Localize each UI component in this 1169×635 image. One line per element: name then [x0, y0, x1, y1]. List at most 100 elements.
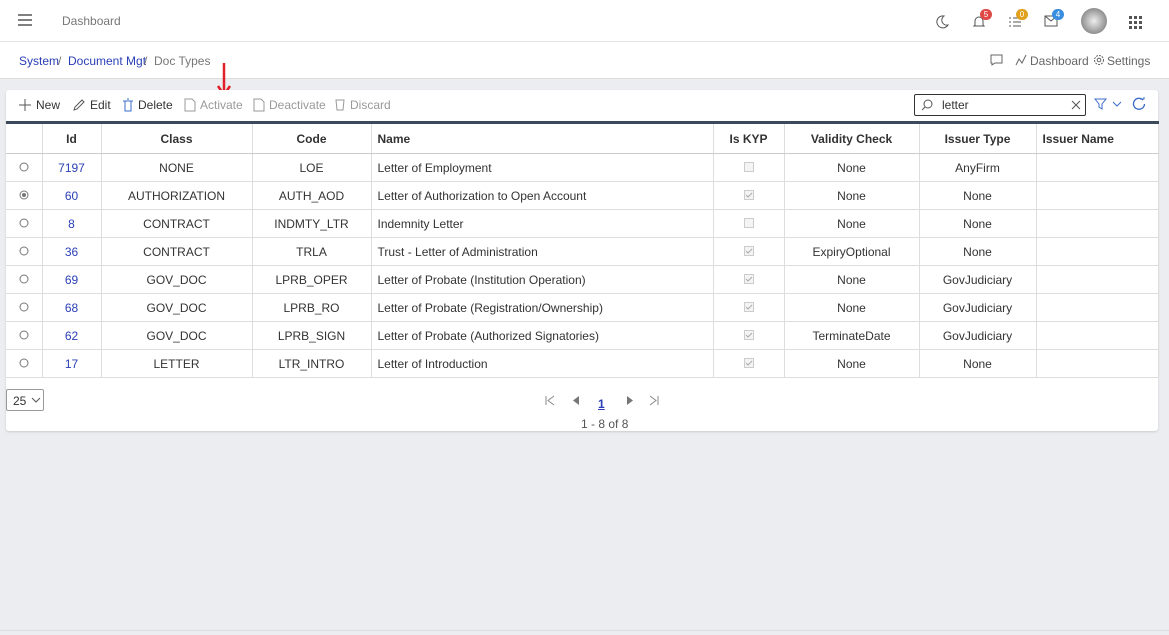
cell: 62 — [42, 321, 102, 350]
column-header: Name — [371, 121, 714, 154]
delete-button[interactable]: Delete — [122, 98, 173, 112]
pager-summary: 1 - 8 of 8 — [581, 417, 629, 431]
breadcrumb-link[interactable]: Document Mgt — [68, 54, 147, 68]
label: New — [36, 98, 61, 112]
row-select[interactable] — [6, 293, 43, 322]
page-size: 25 — [13, 394, 27, 408]
cell: 68 — [42, 293, 102, 322]
gear-icon — [1094, 55, 1104, 65]
label: Delete — [138, 98, 173, 112]
cell: AUTHORIZATION — [101, 181, 253, 210]
cell: Letter of Employment — [371, 153, 714, 182]
table-row: 62 GOV_DOC LPRB_SIGN Letter of Probate (Aut… — [6, 321, 1159, 350]
menu-button[interactable] — [18, 14, 32, 26]
column-header: Is KYP — [713, 121, 785, 154]
breadcrumb-link[interactable]: System — [19, 54, 60, 68]
cell: AUTH_AOD — [252, 181, 372, 210]
deactivate-button[interactable]: Deactivate — [253, 98, 326, 112]
row-select[interactable] — [6, 181, 43, 210]
row-select[interactable] — [6, 209, 43, 238]
cell: LETTER — [101, 349, 253, 378]
cell: Letter of Introduction — [371, 349, 714, 378]
id-link[interactable]: 68 — [64, 300, 79, 315]
cell: LTR_INTRO — [252, 349, 372, 378]
id-link[interactable]: 36 — [64, 244, 79, 259]
pager-controls[interactable] — [544, 395, 662, 407]
filter-button[interactable] — [1094, 98, 1124, 110]
cell: None — [784, 293, 920, 322]
cell — [1036, 265, 1159, 294]
current-page[interactable]: 1 — [598, 397, 605, 411]
page-title: Dashboard — [62, 14, 121, 28]
separator: / — [58, 54, 62, 68]
kyp-checkbox — [713, 349, 785, 378]
search-text: letter — [942, 98, 969, 112]
row-select[interactable] — [6, 265, 43, 294]
cell: TerminateDate — [784, 321, 920, 350]
cell — [1036, 209, 1159, 238]
table-row: 7197 NONE LOE Letter of Employment None AnyFi… — [6, 153, 1159, 182]
kyp-checkbox — [713, 237, 785, 266]
cell: GovJudiciary — [919, 321, 1037, 350]
cell: Letter of Probate (Authorized Signatorie… — [371, 321, 714, 350]
label: Edit — [90, 98, 111, 112]
messages-badge: 4 — [1052, 9, 1064, 20]
dashboard-link[interactable]: Dashboard — [1030, 54, 1089, 68]
tasks-badge: 0 — [1016, 9, 1028, 20]
cell: INDMTY_LTR — [252, 209, 372, 238]
table-row: 60 AUTHORIZATION AUTH_AOD Letter of Authori… — [6, 181, 1159, 210]
cell: CONTRACT — [101, 237, 253, 266]
kyp-checkbox — [713, 209, 785, 238]
id-link[interactable]: 17 — [64, 356, 79, 371]
id-link[interactable]: 69 — [64, 272, 79, 287]
table-row: 69 GOV_DOC LPRB_OPER Letter of Probate (Ins… — [6, 265, 1159, 294]
label: Discard — [350, 98, 391, 112]
settings-link[interactable]: Settings — [1107, 54, 1151, 68]
cell — [1036, 349, 1159, 378]
row-select[interactable] — [6, 237, 43, 266]
table-row: 8 CONTRACT INDMTY_LTR Indemnity Letter None N… — [6, 209, 1159, 238]
cell: LPRB_SIGN — [252, 321, 372, 350]
cell: 7197 — [42, 153, 102, 182]
page-size-select[interactable]: 25 — [6, 389, 44, 411]
comment-icon[interactable] — [990, 54, 1003, 66]
edit-button[interactable]: Edit — [72, 98, 111, 112]
cell — [1036, 293, 1159, 322]
id-link[interactable]: 62 — [64, 328, 79, 343]
column-header: Code — [252, 121, 372, 154]
row-select[interactable] — [6, 349, 43, 378]
id-link[interactable]: 8 — [68, 216, 75, 231]
id-link[interactable]: 60 — [64, 188, 79, 203]
column-header: Validity Check — [784, 121, 920, 154]
cell: GovJudiciary — [919, 293, 1037, 322]
row-select[interactable] — [6, 321, 43, 350]
new-button[interactable]: New — [18, 98, 60, 112]
refresh-button[interactable] — [1132, 97, 1146, 111]
discard-button[interactable]: Discard — [334, 98, 391, 112]
breadcrumb-bar: System / Document Mgt / Doc Types Dashbo… — [0, 42, 1169, 79]
search-box[interactable]: letter — [914, 94, 1086, 116]
cell: ExpiryOptional — [784, 237, 920, 266]
column-header: Issuer Name — [1036, 121, 1159, 154]
avatar[interactable] — [1081, 8, 1107, 34]
cell: GovJudiciary — [919, 265, 1037, 294]
cell: NONE — [101, 153, 253, 182]
kyp-checkbox — [713, 293, 785, 322]
cell: AnyFirm — [919, 153, 1037, 182]
activate-button[interactable]: Activate — [184, 98, 243, 112]
cell: None — [919, 181, 1037, 210]
cell: 8 — [42, 209, 102, 238]
apps-icon[interactable] — [1128, 15, 1142, 29]
theme-toggle[interactable] — [935, 15, 949, 29]
chart-icon — [1015, 54, 1027, 66]
top-bar: Dashboard 5 0 4 — [0, 0, 1169, 42]
table-row: 36 CONTRACT TRLA Trust - Letter of Administ… — [6, 237, 1159, 266]
kyp-checkbox — [713, 181, 785, 210]
footer-line — [0, 630, 1169, 631]
row-select[interactable] — [6, 153, 43, 182]
cell: None — [784, 209, 920, 238]
id-link[interactable]: 7197 — [58, 160, 85, 175]
kyp-checkbox — [713, 321, 785, 350]
clear-button[interactable] — [1071, 100, 1081, 110]
